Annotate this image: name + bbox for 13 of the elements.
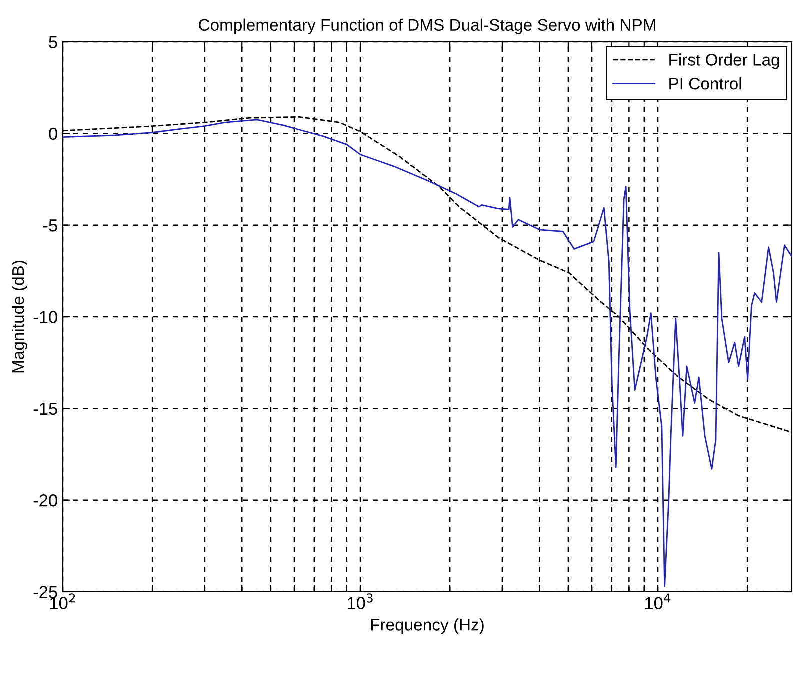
y-tick-label: 0 [49,128,58,140]
y-tick-label: -20 [34,494,58,507]
y-tick-label: -10 [34,311,58,324]
y-tick-label: 5 [49,36,58,48]
y-tick-label: -15 [34,403,58,416]
x-tick-label: 10$^{4}$ [645,594,671,610]
x-axis-title: Frequency (Hz) [371,618,484,634]
legend-label: PI Control [670,78,742,90]
chart-title: Complementary Function of DMS Dual-Stage Servo with NPM [199,18,656,34]
x-tick-label: 10$^{3}$ [348,594,373,610]
y-tick-label: -5 [43,220,58,232]
legend-label: First Order Lag [670,54,780,70]
y-axis-title: Magnitude (dB) [12,261,28,373]
